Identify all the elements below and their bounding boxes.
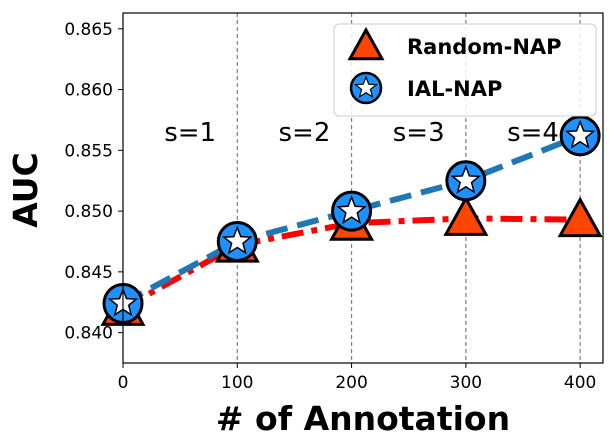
marker-triangle-4-shape bbox=[443, 195, 489, 236]
stage-annotations: s=1 s=2 s=3 s=4 bbox=[164, 118, 559, 148]
y-axis-ticks: 0.840 0.845 0.850 0.855 0.860 0.865 bbox=[64, 20, 123, 344]
legend-star-icon bbox=[353, 75, 379, 99]
stage-label-2: s=2 bbox=[278, 118, 330, 148]
marker-triangle-5 bbox=[557, 196, 603, 238]
x-tick-label-3: 200 bbox=[335, 373, 367, 393]
marker-star-in-circle-4-star bbox=[450, 164, 482, 194]
x-tick-label-2: 100 bbox=[221, 373, 253, 393]
legend-label-1: Random-NAP bbox=[407, 35, 562, 59]
marker-star-in-circle-5 bbox=[559, 115, 601, 157]
marker-star-in-circle-2 bbox=[216, 220, 258, 262]
legend-label-2: IAL-NAP bbox=[407, 77, 502, 101]
legend-entry-1: Random-NAP bbox=[347, 26, 562, 61]
x-tick-label-4: 300 bbox=[450, 373, 482, 393]
legend-triangle-icon bbox=[347, 26, 385, 61]
y-tick-label-1: 0.840 bbox=[64, 324, 113, 344]
stage-label-3: s=3 bbox=[393, 118, 445, 148]
stage-label-1: s=1 bbox=[164, 118, 216, 148]
marker-star-in-circle-4 bbox=[445, 160, 487, 202]
x-tick-label-1: 0 bbox=[118, 373, 129, 393]
series-markers bbox=[100, 115, 603, 326]
marker-star-in-circle-2-star bbox=[221, 225, 253, 255]
x-axis-title: # of Annotation bbox=[216, 399, 510, 438]
legend-entry-2: IAL-NAP bbox=[349, 71, 502, 105]
y-tick-label-6: 0.865 bbox=[64, 20, 113, 40]
marker-triangle-5-shape bbox=[557, 196, 603, 238]
y-tick-label-3: 0.850 bbox=[64, 202, 113, 222]
marker-star-in-circle-5-star bbox=[564, 119, 596, 149]
legend-box bbox=[333, 23, 597, 117]
series-line-1 bbox=[121, 215, 581, 311]
marker-triangle-4 bbox=[443, 195, 489, 236]
plot-frame bbox=[122, 12, 604, 364]
legend: Random-NAP IAL-NAP bbox=[333, 23, 597, 117]
x-axis-ticks: 0 100 200 300 400 bbox=[118, 363, 596, 393]
y-axis-title: AUC bbox=[6, 152, 45, 228]
marker-star-in-circle-3-star bbox=[336, 195, 367, 225]
y-tick-label-4: 0.855 bbox=[64, 141, 113, 161]
marker-star-in-circle-3 bbox=[331, 190, 373, 232]
y-tick-label-2: 0.845 bbox=[64, 263, 113, 283]
x-tick-label-5: 400 bbox=[564, 373, 596, 393]
series-lines bbox=[121, 132, 582, 311]
stage-label-4: s=4 bbox=[507, 118, 559, 148]
y-tick-label-5: 0.860 bbox=[64, 81, 113, 101]
